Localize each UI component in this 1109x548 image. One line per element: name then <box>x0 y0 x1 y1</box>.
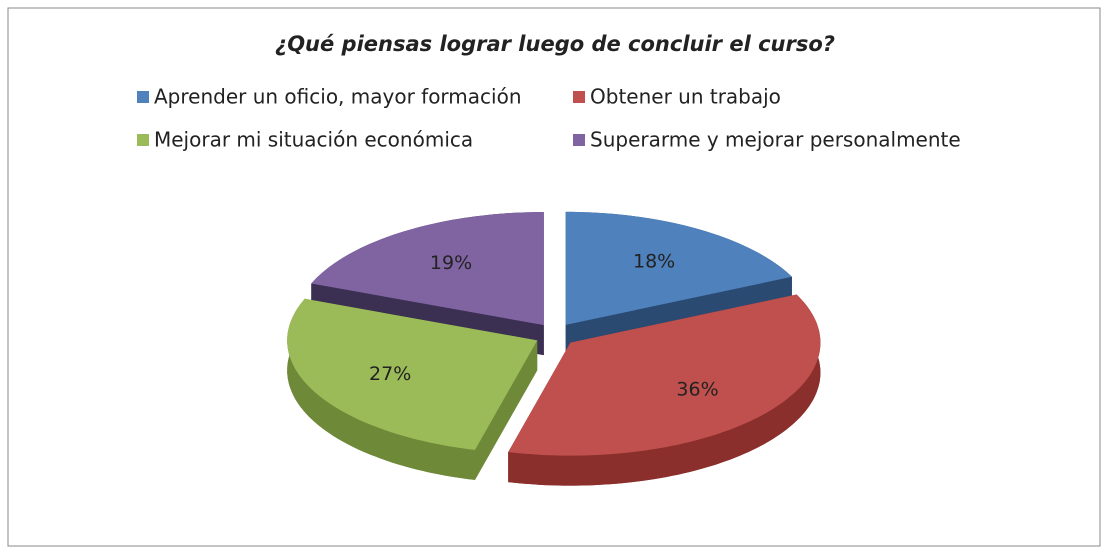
slice-wall <box>508 294 821 486</box>
slice <box>287 298 538 450</box>
chart-title: ¿Qué piensas lograr luego de concluir el… <box>275 32 835 56</box>
legend-swatch <box>137 134 149 146</box>
slice <box>311 212 544 326</box>
slice <box>508 294 821 456</box>
pie: 18% 36% 27% 19% <box>287 211 821 486</box>
legend-label: Superarme y mejorar personalmente <box>590 128 961 152</box>
slice-wall <box>287 298 475 480</box>
value-label: 36% <box>676 379 718 401</box>
value-label: 27% <box>369 363 411 385</box>
slice-side <box>475 340 538 480</box>
value-label: 18% <box>633 250 675 272</box>
legend-label: Aprender un oficio, mayor formación <box>154 85 522 109</box>
slice <box>565 211 792 325</box>
legend-swatch <box>137 91 149 103</box>
legend-label: Mejorar mi situación económica <box>154 128 473 152</box>
legend: Aprender un oficio, mayor formación Obten… <box>137 85 961 152</box>
legend-label: Obtener un trabajo <box>590 85 781 109</box>
legend-swatch <box>573 91 585 103</box>
legend-swatch <box>573 134 585 146</box>
value-label: 19% <box>430 252 472 274</box>
